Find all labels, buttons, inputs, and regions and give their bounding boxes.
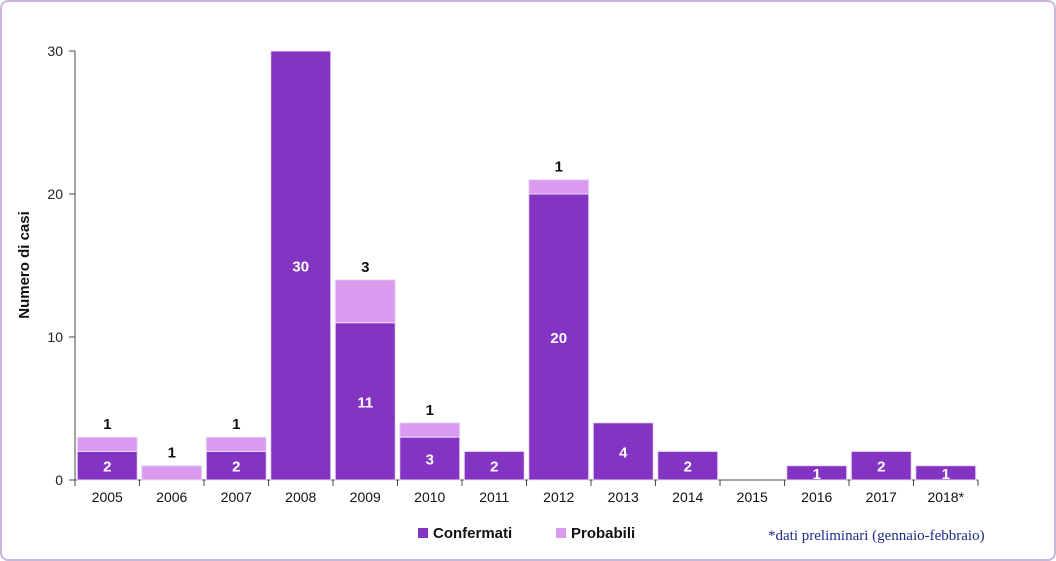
bar-probabili xyxy=(76,436,138,452)
data-label-confermati: 2 xyxy=(877,459,885,476)
legend-swatch-probabili xyxy=(556,528,566,538)
x-tick-label: 2008 xyxy=(285,489,316,505)
data-label-probabili: 1 xyxy=(426,402,434,419)
data-label-confermati: 1 xyxy=(813,466,821,483)
bar-confermati xyxy=(786,465,848,481)
x-tick-label: 2016 xyxy=(801,489,832,505)
data-label-probabili: 1 xyxy=(168,445,176,462)
y-tick-label: 10 xyxy=(47,329,63,345)
x-tick-label: 2011 xyxy=(479,489,509,505)
legend-swatch-confermati xyxy=(418,528,428,538)
legend-label-probabili: Probabili xyxy=(571,525,635,542)
data-label-confermati: 2 xyxy=(490,459,498,476)
y-tick-label: 20 xyxy=(47,186,63,202)
data-label-probabili: 1 xyxy=(103,416,111,433)
x-tick-label: 2005 xyxy=(92,489,123,505)
bar-confermati xyxy=(657,450,719,481)
data-label-confermati: 20 xyxy=(550,330,567,347)
x-tick-label: 2009 xyxy=(350,489,381,505)
bar-confermati xyxy=(76,450,138,481)
bar-confermati xyxy=(399,436,461,481)
data-label-confermati: 4 xyxy=(619,444,628,461)
x-tick-label: 2015 xyxy=(737,489,768,505)
bar-probabili xyxy=(528,179,590,195)
data-label-confermati: 11 xyxy=(357,394,373,411)
legend-label-confermati: Confermati xyxy=(433,525,512,542)
data-label-confermati: 2 xyxy=(232,459,240,476)
data-label-confermati: 2 xyxy=(103,459,111,476)
x-tick-label: 2014 xyxy=(672,489,703,505)
x-tick-label: 2012 xyxy=(543,489,574,505)
bar-confermati xyxy=(915,465,977,481)
data-label-probabili: 1 xyxy=(555,159,563,176)
x-tick-label: 2013 xyxy=(608,489,639,505)
data-label-confermati: 1 xyxy=(942,466,950,483)
bar-confermati xyxy=(463,450,525,481)
bar-confermati xyxy=(334,322,396,481)
bar-confermati xyxy=(528,193,590,481)
x-tick-label: 2017 xyxy=(866,489,897,505)
bar-confermati xyxy=(270,50,332,481)
y-tick-label: 30 xyxy=(47,43,63,59)
bar-probabili xyxy=(334,279,396,324)
x-tick-label: 2006 xyxy=(156,489,187,505)
data-label-probabili: 1 xyxy=(232,416,240,433)
data-label-confermati: 3 xyxy=(426,452,434,469)
x-tick-label: 2010 xyxy=(414,489,445,505)
y-tick-label: 0 xyxy=(55,472,63,488)
data-label-probabili: 3 xyxy=(361,259,369,276)
bar-confermati xyxy=(205,450,267,481)
y-axis-label: Numero di casi xyxy=(16,211,33,319)
bar-probabili xyxy=(141,465,203,481)
data-label-confermati: 2 xyxy=(684,459,692,476)
x-tick-label: 2018* xyxy=(927,489,964,505)
bar-confermati xyxy=(850,450,912,481)
data-label-confermati: 30 xyxy=(292,259,309,276)
footnote: *dati preliminari (gennaio-febbraio) xyxy=(768,528,985,544)
bar-probabili xyxy=(205,436,267,452)
bar-probabili xyxy=(399,422,461,438)
x-tick-label: 2007 xyxy=(221,489,252,505)
bar-confermati xyxy=(592,422,654,481)
